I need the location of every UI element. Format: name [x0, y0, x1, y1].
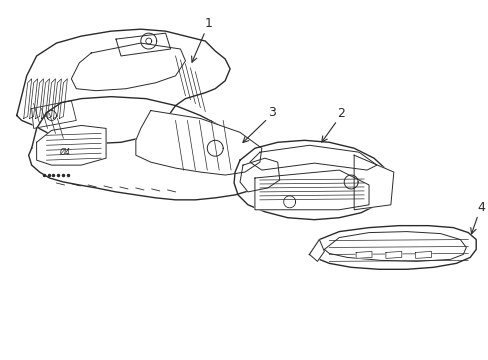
Text: 2: 2	[337, 107, 345, 120]
Text: 3: 3	[267, 106, 275, 119]
Polygon shape	[17, 29, 230, 143]
Polygon shape	[32, 100, 76, 129]
Polygon shape	[30, 79, 38, 118]
Polygon shape	[240, 158, 279, 192]
Polygon shape	[53, 79, 61, 118]
Polygon shape	[309, 226, 475, 269]
Polygon shape	[249, 145, 376, 170]
Polygon shape	[324, 231, 466, 261]
Polygon shape	[136, 111, 262, 175]
Polygon shape	[71, 43, 185, 91]
Text: 4: 4	[476, 201, 484, 214]
Polygon shape	[37, 125, 106, 165]
Polygon shape	[41, 79, 49, 118]
Text: Ø4: Ø4	[60, 148, 70, 157]
Text: 1: 1	[204, 17, 212, 30]
Polygon shape	[116, 33, 170, 56]
Polygon shape	[29, 96, 271, 200]
Polygon shape	[36, 79, 43, 118]
Polygon shape	[353, 155, 393, 210]
Polygon shape	[385, 251, 401, 258]
Polygon shape	[415, 251, 431, 258]
Polygon shape	[47, 79, 55, 118]
Polygon shape	[24, 79, 32, 118]
Polygon shape	[234, 140, 390, 220]
Polygon shape	[355, 251, 371, 258]
Polygon shape	[60, 79, 67, 118]
Polygon shape	[254, 170, 368, 210]
Polygon shape	[309, 239, 324, 261]
